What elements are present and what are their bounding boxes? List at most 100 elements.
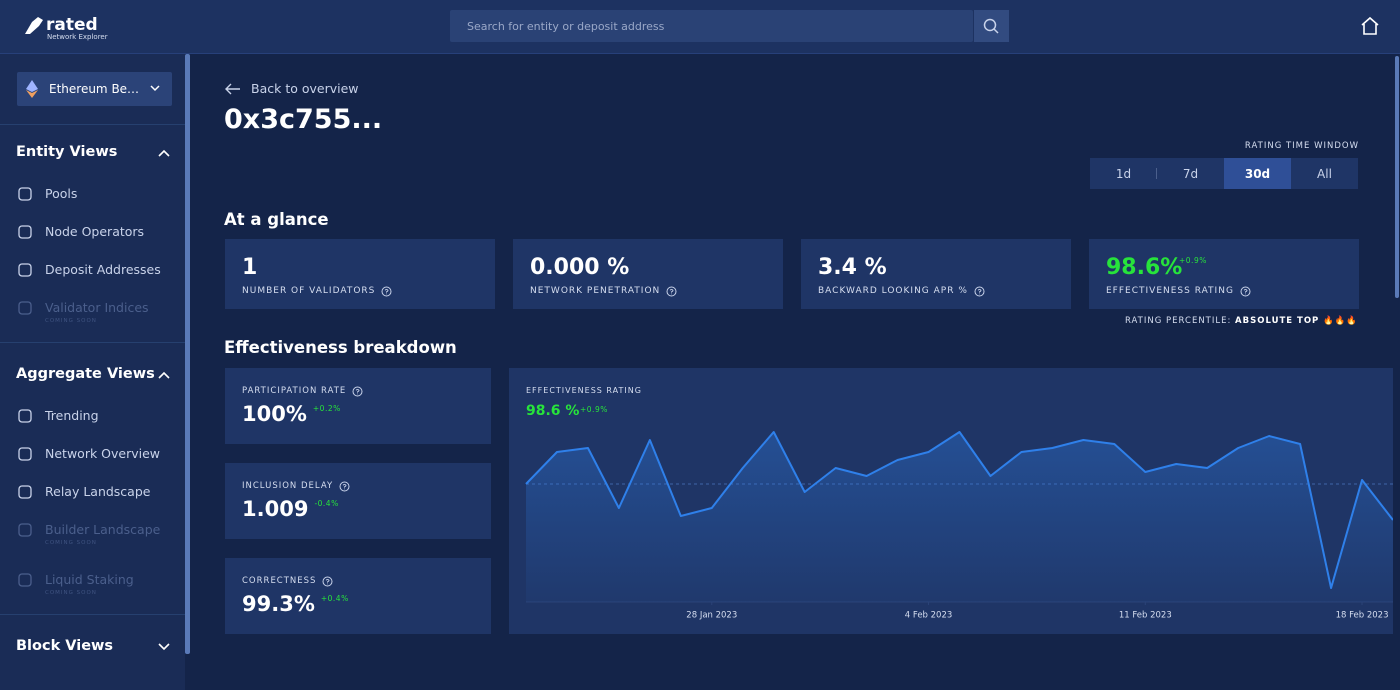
chevron (150, 85, 160, 92)
divider (0, 124, 185, 125)
help-icon[interactable] (974, 286, 985, 297)
nav-item[interactable]: Pools (45, 186, 78, 201)
search-box[interactable] (450, 10, 973, 42)
network-dropdown[interactable]: Ethereum Be… (17, 72, 172, 106)
search-placeholder: Search for entity or deposit address (467, 20, 665, 33)
nav-icon (18, 301, 32, 315)
help-mark (977, 288, 982, 295)
section-title[interactable]: Entity Views (16, 144, 118, 160)
nav-icon (18, 573, 32, 587)
help-mark (326, 578, 330, 585)
nav-item[interactable]: Network Overview (45, 446, 161, 461)
metric-card: INCLUSION DELAY 1.009 -0.4% (225, 463, 491, 539)
metric-label: PARTICIPATION RATE (242, 386, 347, 396)
back-link[interactable]: Back to overview (251, 81, 359, 96)
nav-icon-shape (18, 225, 32, 239)
stat-value: 98.6% (1106, 255, 1183, 280)
help-icon[interactable] (1240, 286, 1251, 297)
metric-value: 99.3% (242, 592, 315, 616)
nav-item: Builder Landscape (45, 522, 161, 537)
metric-card: CORRECTNESS 99.3% +0.4% (225, 558, 491, 634)
logo-icon (25, 17, 43, 34)
search-icon (983, 18, 999, 34)
section-title: Effectiveness breakdown (224, 338, 457, 357)
time-window-button[interactable]: All (1291, 158, 1358, 189)
time-window-button[interactable]: 30d (1224, 158, 1291, 189)
chevron[interactable] (158, 149, 170, 157)
section-title: At a glance (224, 210, 329, 229)
nav-item[interactable]: Deposit Addresses (45, 262, 161, 277)
chart-title-text: EFFECTIVENESS RATING (526, 386, 642, 395)
percentile: RATING PERCENTILE: ABSOLUTE TOP 🔥🔥🔥 (1125, 316, 1358, 326)
x-tick-label: 4 Feb 2023 (905, 611, 953, 621)
percentile-label: RATING PERCENTILE: (1124, 316, 1232, 326)
home-button[interactable] (1360, 16, 1380, 36)
stat-change: +0.9% (1179, 256, 1207, 265)
x-tick-label: 28 Jan 2023 (686, 611, 737, 621)
chart-title: EFFECTIVENESS RATING (526, 386, 642, 395)
stat-card: 0.000 % NETWORK PENETRATION (513, 239, 783, 309)
help-icon[interactable] (339, 481, 350, 492)
x-tick-label: 11 Feb 2023 (1119, 611, 1172, 621)
time-window-label: RATING TIME WINDOW (1244, 141, 1359, 151)
line (525, 431, 1393, 589)
help-icon[interactable] (352, 386, 363, 397)
time-window-button[interactable]: 7d (1157, 158, 1224, 189)
help-circle (352, 386, 363, 397)
metric-change: -0.4% (314, 499, 339, 508)
nav-icon (18, 523, 32, 537)
nav-icon-shape (18, 409, 32, 423)
nav-icon-shape (18, 447, 32, 461)
segment-divider (1156, 168, 1157, 179)
divider (0, 342, 185, 343)
search-button[interactable] (974, 10, 1009, 42)
stat-label: EFFECTIVENESS RATING (1106, 286, 1234, 296)
help-icon[interactable] (666, 286, 677, 297)
nav-icon-shape (18, 485, 32, 499)
nav-icon (18, 409, 32, 423)
nav-item[interactable]: Node Operators (45, 224, 145, 239)
time-window-button[interactable]: 1d (1090, 158, 1157, 189)
help-mark (355, 388, 360, 395)
logo-subtitle: Network Explorer (47, 33, 108, 41)
page-scrollbar[interactable] (1395, 56, 1399, 298)
help-mark (342, 483, 347, 490)
chevron-path (158, 643, 170, 651)
nav-icon-shape (18, 301, 32, 315)
help-icon[interactable] (381, 286, 392, 297)
nav-item: Liquid Staking (45, 572, 134, 587)
chevron[interactable] (158, 371, 170, 379)
nav-item[interactable]: Relay Landscape (45, 484, 151, 499)
help-icon[interactable] (322, 576, 333, 587)
nav-icon (18, 263, 32, 277)
metric-card: PARTICIPATION RATE 100% +0.2% (225, 368, 491, 444)
nav-icon-shape (18, 187, 32, 201)
metric-label: INCLUSION DELAY (242, 481, 334, 491)
stat-label: NUMBER OF VALIDATORS (242, 286, 376, 296)
eth-icon (26, 80, 38, 98)
section-title[interactable]: Aggregate Views (16, 366, 155, 382)
help-circle (1240, 286, 1251, 297)
nav-icon-shape (18, 263, 32, 277)
sidebar-scrollbar[interactable] (185, 54, 190, 654)
coming-soon: COMING SOON (45, 318, 97, 324)
help-circle (974, 286, 985, 297)
stat-card: 1 NUMBER OF VALIDATORS (225, 239, 495, 309)
nav-icon (18, 447, 32, 461)
area (526, 432, 1393, 602)
x-tick-label: 18 Feb 2023 (1336, 611, 1389, 621)
metric-label: CORRECTNESS (242, 576, 317, 586)
nav-item[interactable]: Trending (45, 408, 99, 423)
coming-soon: COMING SOON (45, 540, 97, 546)
chart: 28 Jan 2023 4 Feb 2023 11 Feb 2023 18 Feb 2… (525, 431, 1393, 621)
logo: rated (46, 15, 98, 35)
help-mark (1243, 288, 1248, 295)
chevron[interactable] (158, 643, 170, 651)
section-title[interactable]: Block Views (16, 638, 114, 654)
page-title: 0x3c755... (224, 104, 383, 135)
chevron-path (158, 149, 170, 157)
back-arrow[interactable] (224, 82, 242, 96)
nav-icon-shape (18, 573, 32, 587)
stat-value: 0.000 % (530, 255, 630, 280)
stat-value: 1 (242, 255, 258, 280)
